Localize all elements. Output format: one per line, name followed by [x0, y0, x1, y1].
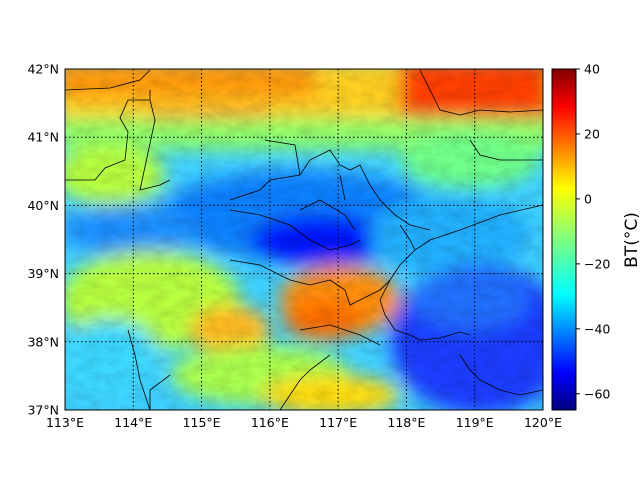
field-texture	[65, 69, 543, 410]
province-border	[279, 354, 331, 410]
longitude-tick-label: 115°E	[183, 415, 221, 430]
colorbar-tick-label: 40	[584, 62, 600, 77]
coastline	[389, 204, 543, 281]
colorbar-tick-label: 20	[584, 126, 600, 141]
longitude-tick-label: 114°E	[114, 415, 152, 430]
latitude-tick-label: 37°N	[27, 403, 59, 418]
province-border	[309, 239, 361, 251]
longitude-tick-label: 117°E	[319, 415, 357, 430]
province-border	[399, 224, 416, 251]
province-border	[65, 90, 151, 181]
province-border	[229, 149, 431, 231]
province-border	[229, 209, 311, 241]
coastline	[419, 331, 471, 341]
colorbar-tick-label: −60	[584, 386, 610, 401]
longitude-ticks: 113°E 114°E 115°E 116°E 117°E 118°E 119°E 120°E	[46, 415, 562, 430]
boundary-lines	[65, 69, 543, 410]
map-panel	[65, 69, 543, 410]
province-border	[229, 259, 331, 286]
coastline	[379, 279, 421, 341]
province-border	[65, 69, 151, 91]
longitude-tick-label: 113°E	[46, 415, 84, 430]
latitude-ticks: 37°N 38°N 39°N 40°N 41°N 42°N	[27, 62, 59, 418]
province-border	[264, 139, 301, 176]
latitude-tick-label: 39°N	[27, 266, 59, 281]
colorbar-tick-label: −20	[584, 256, 610, 271]
colorbar	[551, 68, 577, 411]
province-border	[469, 139, 543, 161]
colorbar-tick-label: −40	[584, 321, 610, 336]
gridlines	[65, 69, 543, 410]
province-border	[149, 374, 171, 410]
longitude-tick-label: 118°E	[387, 415, 425, 430]
colorbar-label: BT(°C)	[622, 212, 640, 268]
longitude-tick-label: 116°E	[251, 415, 289, 430]
province-border	[329, 279, 391, 306]
latitude-tick-label: 38°N	[27, 334, 59, 349]
province-border	[419, 69, 543, 116]
latitude-tick-label: 41°N	[27, 130, 59, 145]
province-border	[339, 174, 346, 201]
map-frame	[64, 68, 544, 411]
latitude-tick-label: 40°N	[27, 198, 59, 213]
longitude-tick-label: 120°E	[524, 415, 562, 430]
province-border	[299, 324, 381, 346]
coastline	[459, 354, 543, 396]
latitude-tick-label: 42°N	[27, 62, 59, 77]
colorbar-tick-label: 0	[584, 191, 592, 206]
colorbar-ticks: 40 20 0 −20 −40 −60	[576, 62, 610, 401]
province-border	[139, 99, 171, 191]
longitude-tick-label: 119°E	[456, 415, 494, 430]
province-border	[127, 329, 151, 410]
